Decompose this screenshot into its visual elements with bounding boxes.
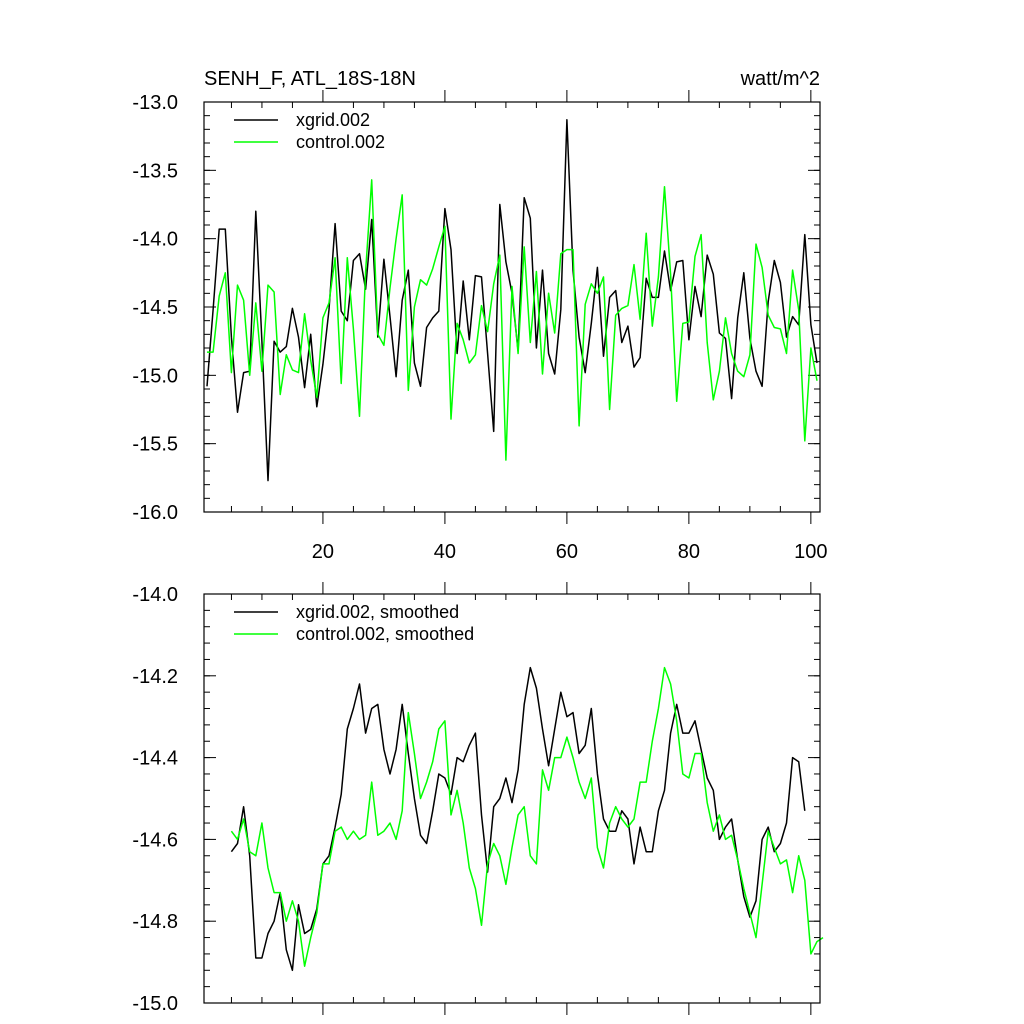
- bottom-panel: -15.0 -14.8 -14.6 -14.4 -14.2 -14.0 xgrid.002,…: [132, 582, 824, 1015]
- x-tick-label: 40: [434, 541, 456, 563]
- y-tick-label: -15.0: [132, 993, 178, 1015]
- y-tick-label: -14.8: [132, 911, 178, 933]
- y-tick-label: -14.5: [132, 297, 178, 319]
- legend-label: control.002, smoothed: [296, 624, 474, 644]
- legend-label: control.002: [296, 132, 385, 152]
- chart-title: SENH_F, ATL_18S-18N: [204, 68, 416, 90]
- y-tick-label: -14.4: [132, 748, 178, 770]
- legend-label: xgrid.002: [296, 110, 370, 130]
- x-tick-label: 20: [312, 541, 334, 563]
- x-tick-label: 80: [678, 541, 700, 563]
- series-line: [230, 666, 824, 967]
- x-tick-label: 100: [794, 541, 827, 563]
- units-label: watt/m^2: [740, 68, 820, 90]
- legend-label: xgrid.002, smoothed: [296, 602, 459, 622]
- y-tick-label: -13.0: [132, 92, 178, 114]
- series-line: [230, 666, 806, 972]
- x-tick-label: 60: [556, 541, 578, 563]
- y-tick-label: -13.5: [132, 160, 178, 182]
- y-tick-label: -14.6: [132, 829, 178, 851]
- top-panel: -16.0 -15.5 -15.0 -14.5 -14.0 -13.5 -13.0 20 40 6…: [132, 90, 828, 563]
- series-line: [207, 179, 818, 461]
- plot-frame: [203, 101, 821, 513]
- y-tick-label: -15.5: [132, 434, 178, 456]
- plot-frame: [203, 593, 821, 1004]
- y-tick-label: -14.0: [132, 584, 178, 606]
- y-tick-label: -14.0: [132, 229, 178, 251]
- y-tick-label: -16.0: [132, 502, 178, 524]
- y-tick-label: -14.2: [132, 666, 178, 688]
- y-tick-label: -15.0: [132, 365, 178, 387]
